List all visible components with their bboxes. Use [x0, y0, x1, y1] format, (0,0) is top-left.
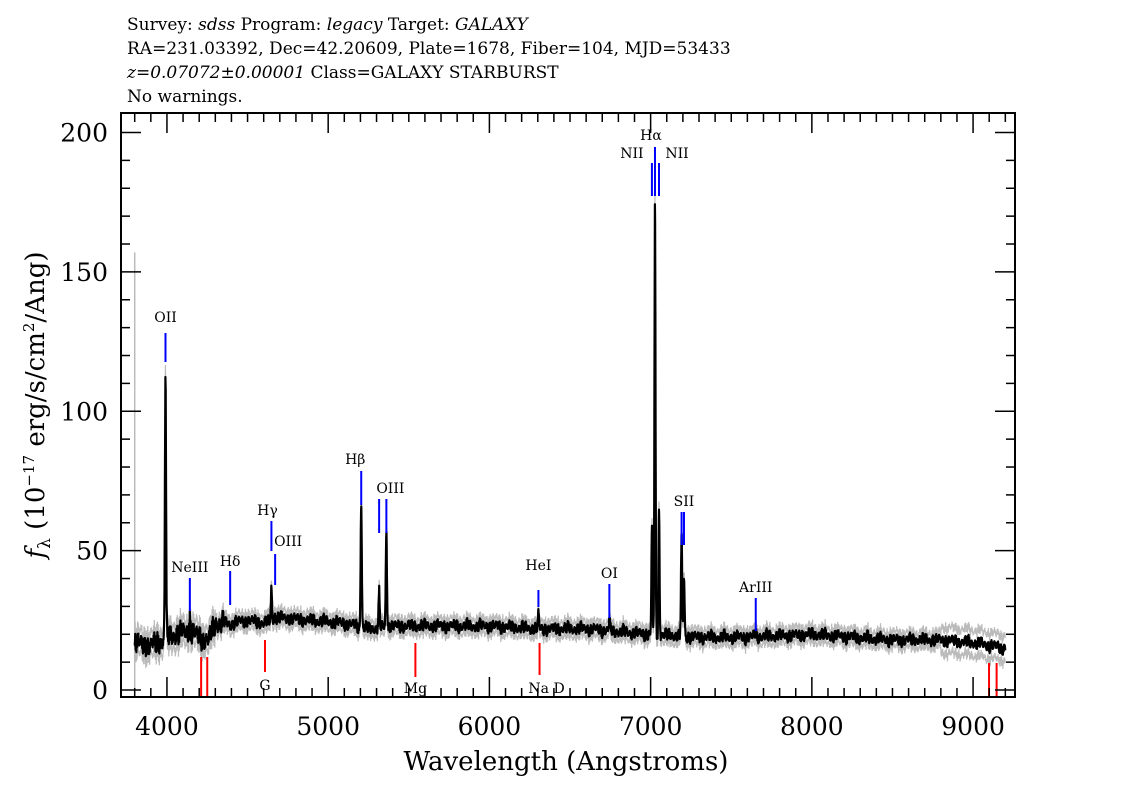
x-axis-label: Wavelength (Angstroms): [404, 747, 729, 777]
plot-frame: [120, 112, 1016, 698]
flux-line: [133, 203, 1007, 658]
emission-label: Hγ: [257, 503, 278, 519]
error-upper-line: [134, 195, 1006, 646]
x-tick-label: 6000: [458, 712, 522, 741]
x-tick-label: 9000: [941, 712, 1005, 741]
y-tick-label: 50: [76, 537, 108, 566]
emission-label: Hβ: [345, 452, 365, 468]
y-tick-label: 200: [60, 119, 108, 148]
y-tick-label: 100: [60, 397, 108, 426]
emission-label: OIII: [376, 481, 404, 497]
emission-label: ArIII: [738, 580, 772, 596]
absorption-label: Mg: [404, 681, 427, 697]
header-line-coordinates: RA=231.03392, Dec=42.20609, Plate=1678, …: [127, 39, 731, 59]
absorption-label: Na D: [528, 681, 564, 697]
emission-label: NII: [665, 146, 688, 162]
header: Survey: sdss Program: legacy Target: GAL…: [126, 15, 731, 107]
emission-label: Hδ: [220, 554, 241, 570]
emission-label: NeIII: [171, 560, 208, 576]
error-lower-line: [134, 212, 1006, 669]
emission-label: NII: [620, 146, 643, 162]
y-tick-label: 0: [92, 676, 108, 705]
y-axis-label: fλ (10−17 erg/s/cm2/Ang): [20, 252, 55, 561]
header-line-redshift: z=0.07072±0.00001 Class=GALAXY STARBURST: [126, 63, 559, 83]
emission-label: HeI: [525, 558, 551, 574]
emission-label: OII: [154, 310, 177, 326]
emission-label: SII: [674, 494, 695, 510]
x-tick-label: 7000: [619, 712, 683, 741]
x-tick-label: 5000: [296, 712, 360, 741]
emission-label: OI: [601, 566, 618, 582]
header-line-survey: Survey: sdss Program: legacy Target: GAL…: [127, 15, 530, 35]
absorption-label: G: [259, 678, 270, 694]
y-tick-label: 150: [60, 258, 108, 287]
x-tick-label: 4000: [135, 712, 199, 741]
x-tick-label: 8000: [780, 712, 844, 741]
emission-label: Hα: [640, 128, 662, 144]
header-line-warnings: No warnings.: [127, 87, 243, 107]
emission-label: OIII: [274, 534, 302, 550]
